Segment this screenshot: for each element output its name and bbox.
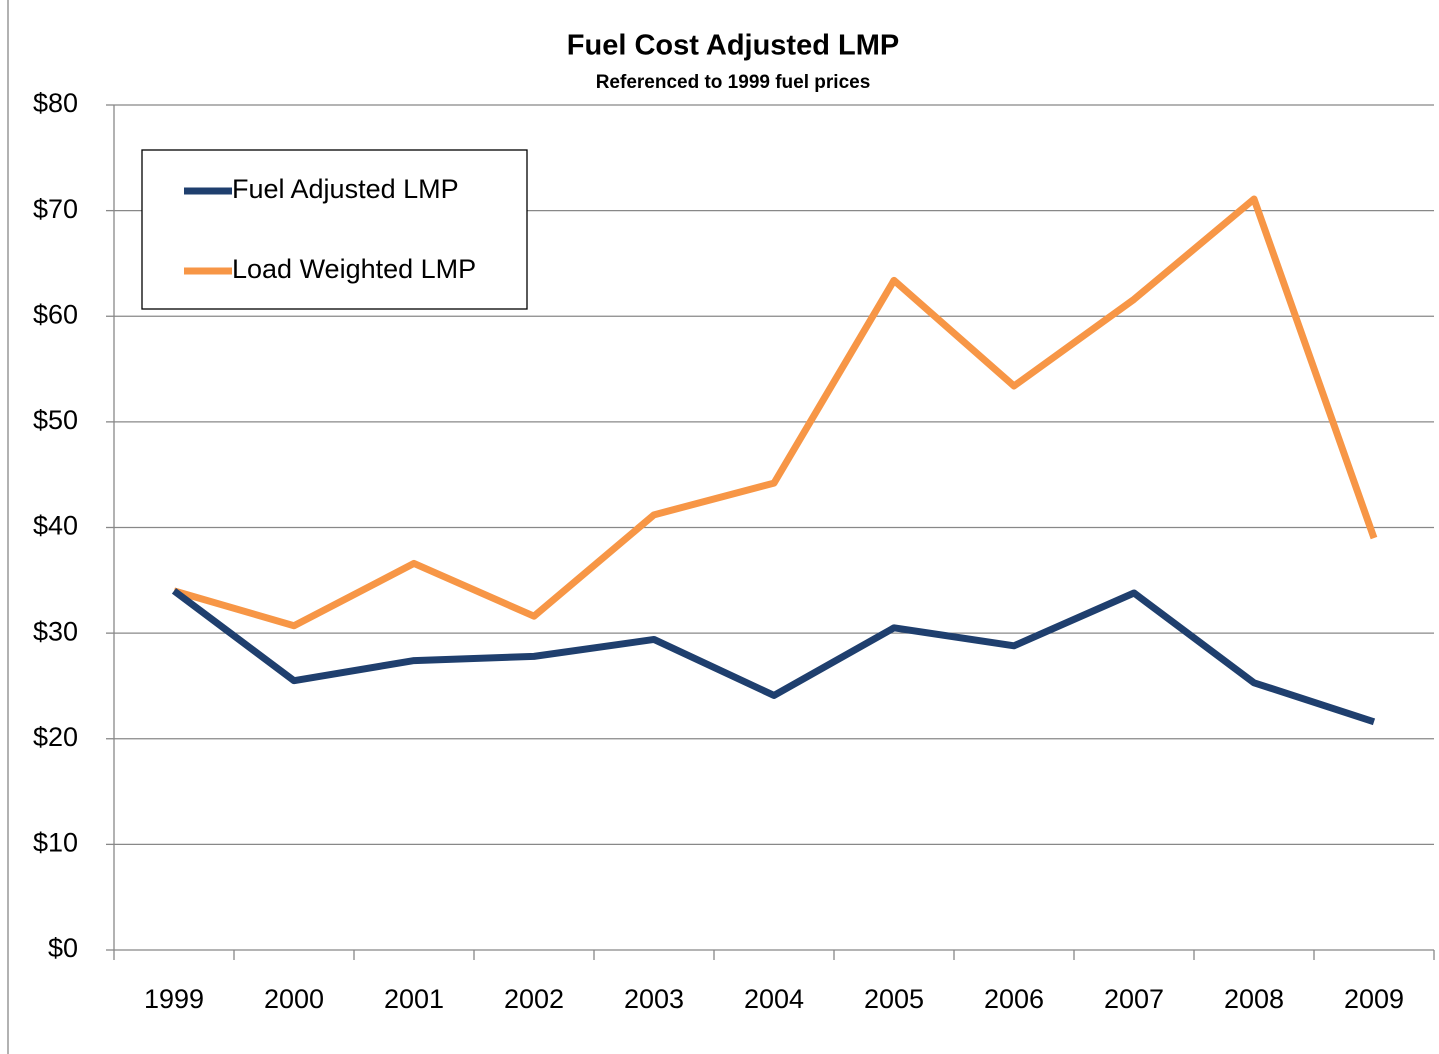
line-series <box>171 588 1376 726</box>
y-tick-label: $60 <box>33 299 78 329</box>
y-tick-label: $20 <box>33 722 78 752</box>
x-tick-label: 2006 <box>984 984 1044 1014</box>
chart-subtitle: Referenced to 1999 fuel prices <box>596 72 871 93</box>
x-tick-label: 2009 <box>1344 984 1404 1014</box>
line-series <box>173 195 1378 630</box>
y-tick-label: $50 <box>33 405 78 435</box>
x-tick-label: 2002 <box>504 984 564 1014</box>
legend-box <box>141 149 528 310</box>
x-tick-label: 2000 <box>264 984 324 1014</box>
y-tick-label: $30 <box>33 616 78 646</box>
y-tick-label: $0 <box>48 933 78 963</box>
x-tick-label: 2004 <box>744 984 804 1014</box>
y-tick-label: $80 <box>33 88 78 118</box>
x-tick-label: 2001 <box>384 984 444 1014</box>
x-tick-label: 2007 <box>1104 984 1164 1014</box>
legend-label: Load Weighted LMP <box>232 254 476 284</box>
x-tick-label: 1999 <box>144 984 204 1014</box>
legend-label: Fuel Adjusted LMP <box>232 174 459 204</box>
y-tick-label: $40 <box>33 511 78 541</box>
x-tick-label: 2005 <box>864 984 924 1014</box>
x-tick-label: 2003 <box>624 984 684 1014</box>
y-tick-label: $70 <box>33 194 78 224</box>
chart-title: Fuel Cost Adjusted LMP <box>567 30 899 62</box>
y-tick-label: $10 <box>33 828 78 858</box>
x-tick-label: 2008 <box>1224 984 1284 1014</box>
